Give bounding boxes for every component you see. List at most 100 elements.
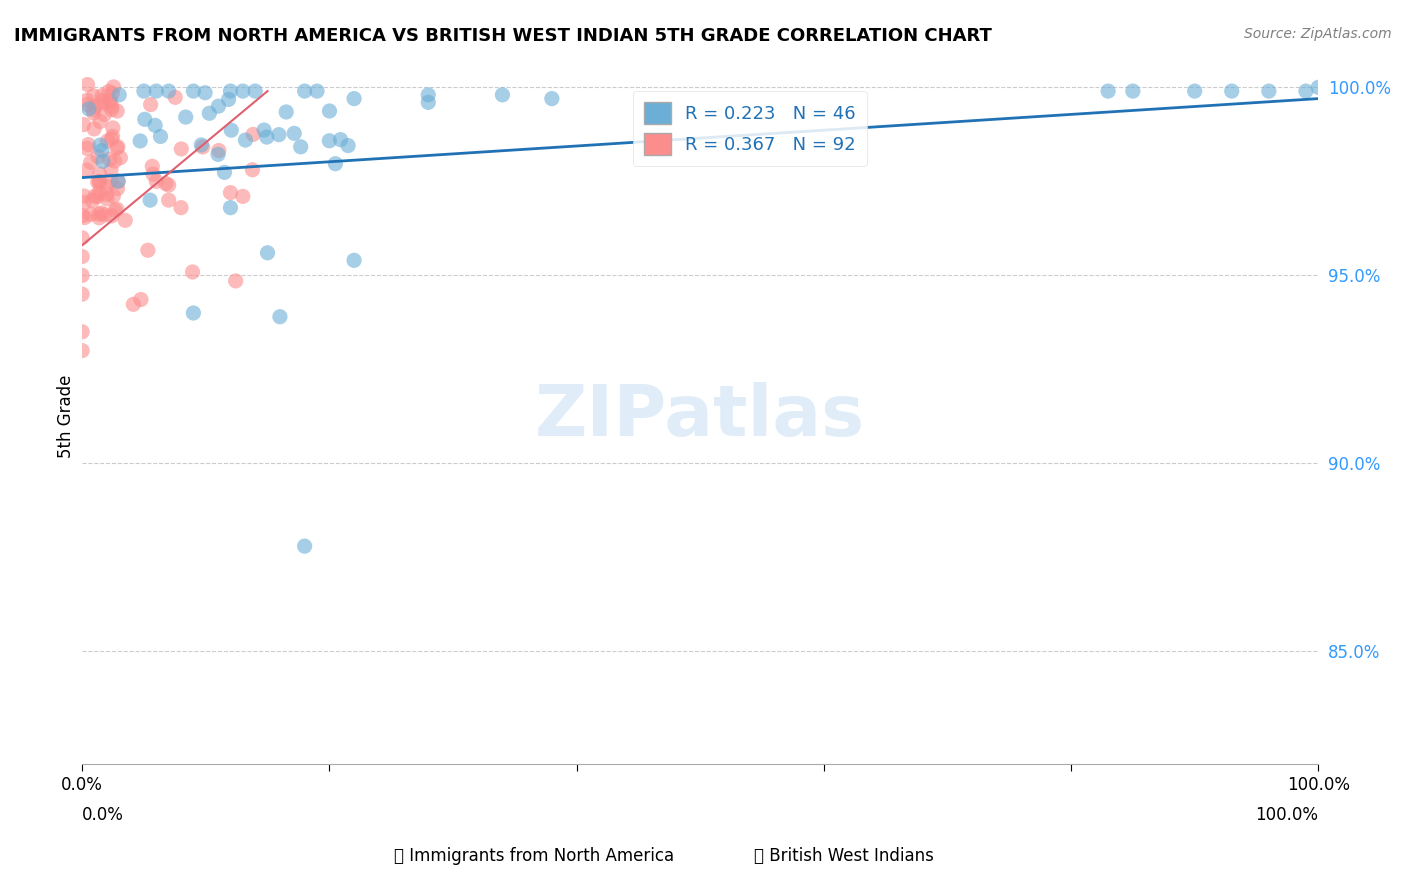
Point <box>132 84 155 98</box>
Point <box>418 95 440 110</box>
Point <box>97 85 120 99</box>
Point <box>107 174 129 188</box>
Point <box>89 175 111 189</box>
Point <box>72 118 94 132</box>
Point <box>101 120 124 135</box>
Point <box>76 78 98 92</box>
Point <box>174 110 197 124</box>
Point <box>541 92 564 106</box>
Point <box>89 174 111 188</box>
Point <box>139 193 162 207</box>
Point <box>294 84 316 98</box>
Point <box>101 99 124 113</box>
Point <box>214 165 236 179</box>
Point <box>77 137 100 152</box>
Point <box>1184 84 1206 98</box>
Point <box>100 163 122 178</box>
Point <box>225 274 247 288</box>
Point <box>198 106 221 120</box>
Point <box>86 189 108 203</box>
Point <box>76 93 98 107</box>
Point <box>136 244 159 258</box>
Point <box>218 92 240 106</box>
Point <box>1257 84 1279 98</box>
Point <box>318 103 340 118</box>
Point <box>242 128 264 142</box>
Point <box>76 141 98 155</box>
Point <box>157 193 180 207</box>
Point <box>232 84 254 98</box>
Point <box>101 87 124 101</box>
Point <box>107 174 129 188</box>
Point <box>70 250 93 264</box>
Point <box>343 92 366 106</box>
Point <box>418 87 440 102</box>
Point <box>142 167 165 181</box>
Point <box>256 245 278 260</box>
Point <box>110 151 132 165</box>
Y-axis label: 5th Grade: 5th Grade <box>58 375 75 458</box>
Point <box>103 189 125 203</box>
Point <box>134 112 156 127</box>
Point <box>129 134 152 148</box>
Point <box>105 103 128 118</box>
Point <box>337 138 360 153</box>
Point <box>70 268 93 283</box>
Point <box>194 86 217 100</box>
Point <box>1220 84 1243 98</box>
Point <box>70 343 93 358</box>
Point <box>149 129 172 144</box>
Point <box>90 144 112 158</box>
Point <box>101 209 124 223</box>
Point <box>100 132 122 146</box>
Point <box>165 90 187 104</box>
Point <box>256 130 278 145</box>
Point <box>77 102 100 116</box>
Point <box>93 107 115 121</box>
Point <box>157 178 180 193</box>
Point <box>70 287 93 301</box>
Point <box>221 123 243 137</box>
Point <box>1308 80 1330 95</box>
Point <box>79 155 101 169</box>
Point <box>87 150 110 164</box>
Point <box>267 128 290 142</box>
Text: ⬜ Immigrants from North America: ⬜ Immigrants from North America <box>394 847 675 865</box>
Point <box>70 231 93 245</box>
Point <box>73 211 96 225</box>
Text: ⬜ British West Indians: ⬜ British West Indians <box>754 847 934 865</box>
Point <box>343 253 366 268</box>
Point <box>96 187 118 202</box>
Point <box>143 119 166 133</box>
Point <box>76 163 98 178</box>
Point <box>107 181 129 195</box>
Point <box>93 208 115 222</box>
Point <box>235 133 257 147</box>
Point <box>491 87 513 102</box>
Point <box>83 106 105 120</box>
Point <box>191 140 214 154</box>
Point <box>70 325 93 339</box>
Point <box>108 87 131 102</box>
Point <box>91 88 114 103</box>
Point <box>329 133 352 147</box>
Point <box>232 189 254 203</box>
Point <box>86 175 108 189</box>
Point <box>114 213 136 227</box>
Point <box>72 209 94 223</box>
Point <box>318 134 340 148</box>
Point <box>82 194 104 208</box>
Point <box>90 206 112 220</box>
Point <box>139 97 162 112</box>
Point <box>242 162 264 177</box>
Point <box>91 94 114 108</box>
Point <box>145 84 167 98</box>
Point <box>208 144 231 158</box>
Point <box>207 147 229 161</box>
Point <box>89 138 111 153</box>
Point <box>207 99 229 113</box>
Point <box>283 127 305 141</box>
Point <box>276 105 298 120</box>
Point <box>122 297 145 311</box>
Point <box>83 88 105 103</box>
